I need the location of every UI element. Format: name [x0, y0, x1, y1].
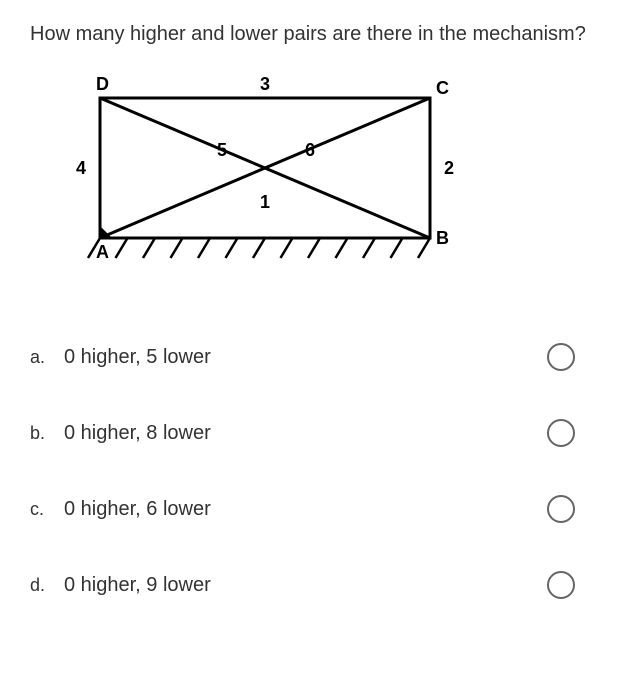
svg-text:6: 6: [305, 140, 315, 160]
svg-text:2: 2: [444, 158, 454, 178]
option-text: 0 higher, 5 lower: [64, 346, 211, 369]
svg-text:1: 1: [260, 192, 270, 212]
radio-d[interactable]: [547, 571, 575, 599]
option-text: 0 higher, 9 lower: [64, 574, 211, 597]
option-d: d. 0 higher, 9 lower: [30, 571, 595, 599]
radio-a[interactable]: [547, 343, 575, 371]
question-text: How many higher and lower pairs are ther…: [30, 20, 595, 48]
svg-text:5: 5: [217, 140, 227, 160]
option-b: b. 0 higher, 8 lower: [30, 419, 595, 447]
svg-text:D: D: [96, 74, 109, 94]
option-letter: c.: [30, 499, 50, 520]
radio-b[interactable]: [547, 419, 575, 447]
svg-text:C: C: [436, 78, 449, 98]
option-text: 0 higher, 8 lower: [64, 422, 211, 445]
option-a: a. 0 higher, 5 lower: [30, 343, 595, 371]
option-c: c. 0 higher, 6 lower: [30, 495, 595, 523]
options-list: a. 0 higher, 5 lower b. 0 higher, 8 lowe…: [30, 343, 595, 599]
svg-text:A: A: [96, 242, 109, 262]
mechanism-diagram: D C A B 3 1 4 2 5 6: [40, 68, 595, 293]
option-text: 0 higher, 6 lower: [64, 498, 211, 521]
radio-c[interactable]: [547, 495, 575, 523]
svg-text:3: 3: [260, 74, 270, 94]
option-letter: d.: [30, 575, 50, 596]
option-letter: a.: [30, 347, 50, 368]
svg-text:4: 4: [76, 158, 86, 178]
option-letter: b.: [30, 423, 50, 444]
svg-text:B: B: [436, 228, 449, 248]
